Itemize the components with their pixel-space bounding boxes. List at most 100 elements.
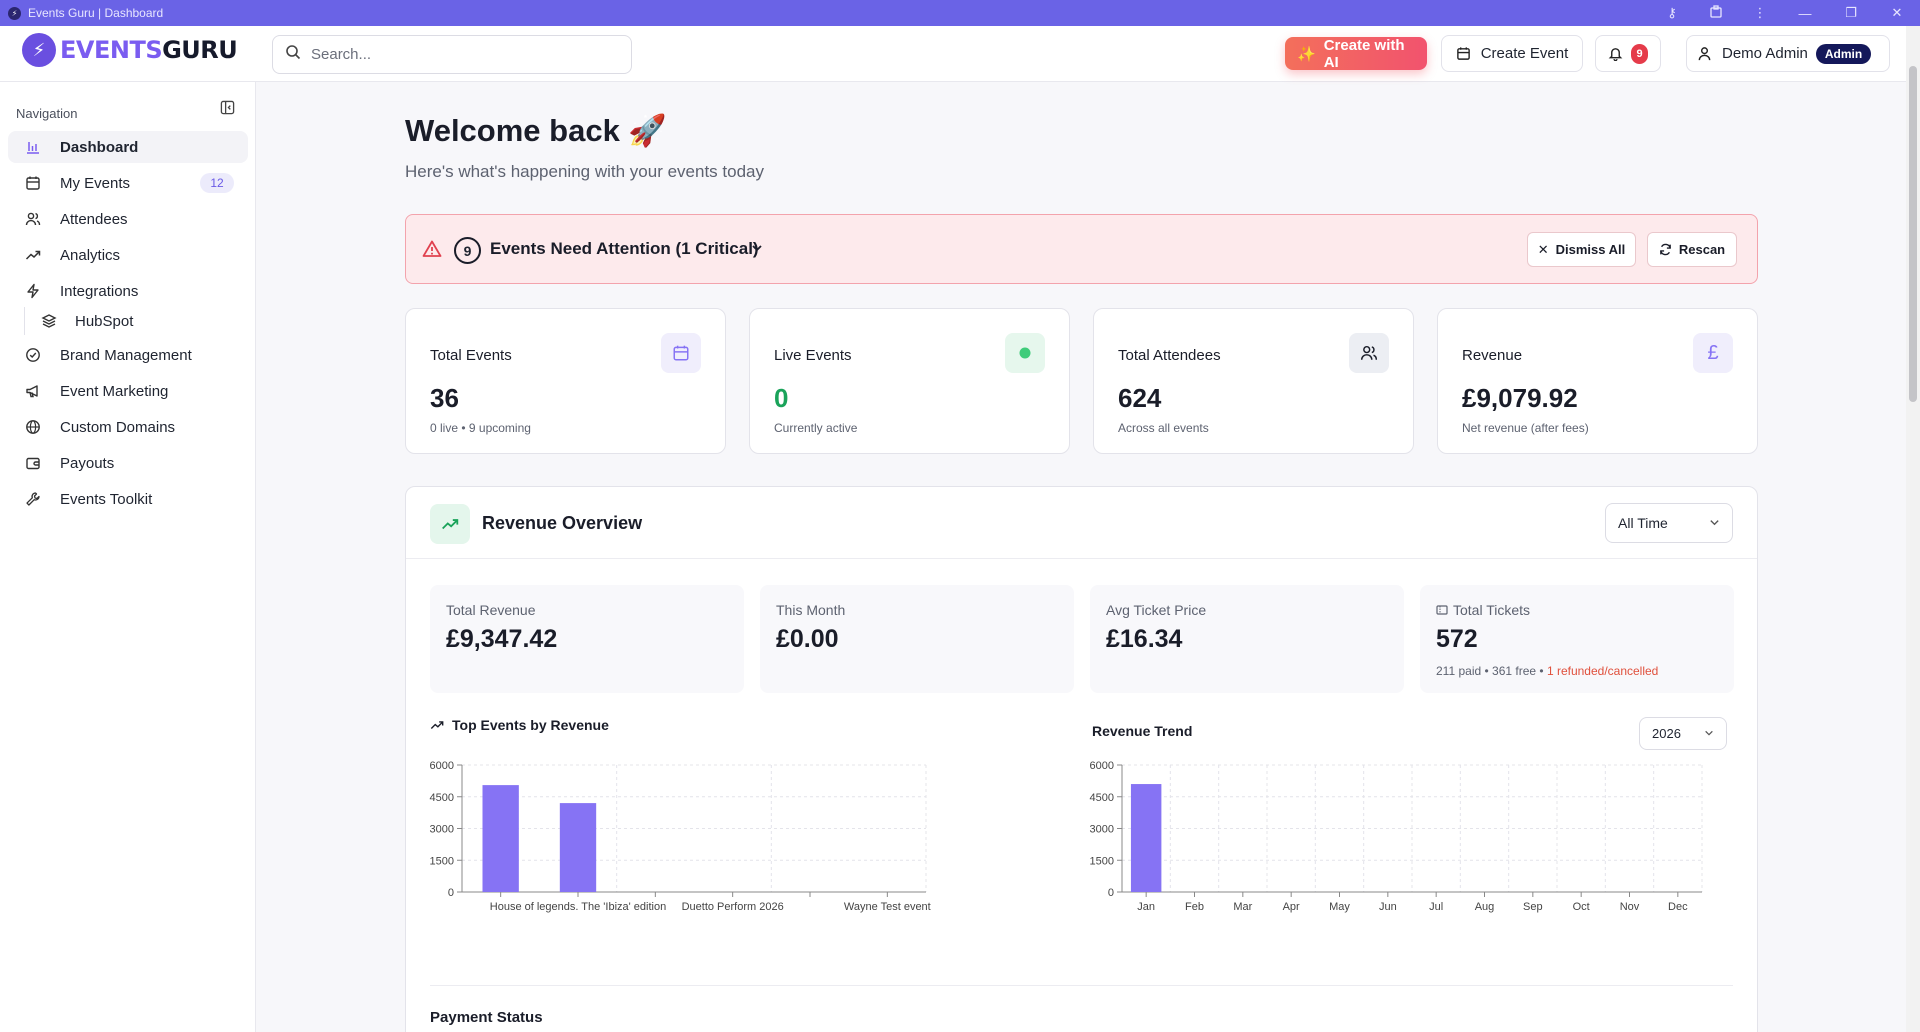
- stat-note: Net revenue (after fees): [1462, 421, 1589, 435]
- x-tick-label: Wayne Test event: [844, 901, 931, 913]
- sidebar-item-integrations[interactable]: Integrations: [8, 275, 248, 307]
- period-select-value: All Time: [1618, 515, 1668, 531]
- x-tick-label: Jul: [1429, 901, 1443, 913]
- year-select[interactable]: 2026: [1639, 717, 1727, 750]
- user-menu-button[interactable]: Demo Admin Admin: [1686, 35, 1890, 72]
- sidebar: Navigation Dashboard My Events 12 Attend…: [0, 82, 256, 1032]
- stat-note: 0 live • 9 upcoming: [430, 421, 531, 435]
- notifications-button[interactable]: 9: [1595, 35, 1661, 72]
- calendar-icon: [661, 333, 701, 373]
- notification-count-badge: 9: [1631, 43, 1648, 64]
- bar: [482, 785, 519, 892]
- sidebar-collapse-icon[interactable]: [220, 100, 235, 120]
- attention-title[interactable]: Events Need Attention (1 Critical): [490, 239, 759, 258]
- metric-value: 572: [1436, 625, 1478, 653]
- stat-label: Revenue: [1462, 347, 1523, 364]
- y-tick-label: 3000: [1090, 824, 1114, 836]
- badge-check-icon: [24, 347, 42, 363]
- pound-icon: £: [1693, 333, 1733, 373]
- trend-icon: [430, 718, 444, 732]
- refresh-icon: [1659, 243, 1672, 256]
- key-icon[interactable]: ⚷: [1667, 5, 1677, 20]
- trend-icon: [24, 247, 42, 263]
- y-tick-label: 4500: [430, 792, 454, 804]
- top-events-chart-title: Top Events by Revenue: [430, 717, 609, 733]
- metric-avg-ticket-price: Avg Ticket Price £16.34: [1090, 585, 1404, 693]
- bell-icon: [1608, 46, 1623, 61]
- stat-value: 0: [774, 383, 789, 413]
- live-dot-icon: [1005, 333, 1045, 373]
- metric-value: £0.00: [776, 625, 839, 653]
- y-tick-label: 0: [1108, 887, 1114, 899]
- dismiss-all-label: Dismiss All: [1555, 242, 1626, 257]
- sidebar-item-label: Event Marketing: [60, 382, 169, 400]
- sidebar-item-my-events[interactable]: My Events 12: [8, 167, 248, 199]
- restore-icon[interactable]: ❐: [1845, 5, 1857, 20]
- metric-this-month: This Month £0.00: [760, 585, 1074, 693]
- stat-value: 624: [1118, 383, 1162, 413]
- stat-card-revenue[interactable]: Revenue £9,079.92 Net revenue (after fee…: [1437, 308, 1758, 454]
- stat-card-total-events[interactable]: Total Events 36 0 live • 9 upcoming: [405, 308, 726, 454]
- logo-mark-icon: ⚡: [22, 33, 56, 67]
- sidebar-item-analytics[interactable]: Analytics: [8, 239, 248, 271]
- x-tick-label: Jun: [1379, 901, 1397, 913]
- x-tick-label: Mar: [1233, 901, 1252, 913]
- minimize-icon[interactable]: —: [1798, 5, 1812, 21]
- sparkle-icon: ✨: [1297, 45, 1316, 63]
- sidebar-item-event-marketing[interactable]: Event Marketing: [8, 375, 248, 407]
- x-tick-label: Feb: [1185, 901, 1204, 913]
- metric-label: Avg Ticket Price: [1106, 602, 1207, 618]
- sidebar-item-payouts[interactable]: Payouts: [8, 447, 248, 479]
- sidebar-item-label: Custom Domains: [60, 418, 176, 436]
- page-scrollbar[interactable]: [1906, 26, 1920, 1032]
- chevron-down-icon[interactable]: [751, 241, 763, 259]
- bar: [1130, 784, 1162, 892]
- stat-note: Across all events: [1118, 421, 1209, 435]
- stat-card-total-attendees[interactable]: Total Attendees 624 Across all events: [1093, 308, 1414, 454]
- section-divider: [430, 985, 1733, 986]
- dismiss-all-button[interactable]: ✕ Dismiss All: [1527, 232, 1636, 267]
- sidebar-item-brand-management[interactable]: Brand Management: [8, 339, 248, 371]
- search-box[interactable]: [272, 35, 632, 74]
- top-events-chart: 0 1500 3000 4500 6000 House of legends. The '…: [430, 760, 931, 913]
- y-tick-label: 3000: [430, 824, 454, 836]
- more-menu-icon[interactable]: ⋮: [1753, 5, 1767, 20]
- create-with-ai-button[interactable]: ✨ Create with AI: [1285, 36, 1427, 71]
- x-tick-label: Jan: [1137, 901, 1155, 913]
- search-input[interactable]: [311, 46, 611, 63]
- stat-card-live-events[interactable]: Live Events 0 Currently active: [749, 308, 1070, 454]
- sidebar-item-hubspot[interactable]: HubSpot: [24, 307, 248, 335]
- year-select-value: 2026: [1652, 726, 1681, 741]
- y-tick-label: 1500: [1090, 855, 1114, 867]
- sidebar-item-attendees[interactable]: Attendees: [8, 203, 248, 235]
- sidebar-item-label: HubSpot: [75, 312, 134, 330]
- create-with-ai-label: Create with AI: [1323, 36, 1405, 71]
- users-icon: [1349, 333, 1389, 373]
- stat-label: Live Events: [774, 347, 852, 364]
- brand-logo[interactable]: ⚡ EVENTS GURU: [22, 33, 238, 67]
- sidebar-item-events-toolkit[interactable]: Events Toolkit: [8, 483, 248, 515]
- sidebar-item-custom-domains[interactable]: Custom Domains: [8, 411, 248, 443]
- metric-note: 211 paid • 361 free • 1 refunded/cancell…: [1436, 664, 1658, 678]
- extensions-icon[interactable]: [1694, 4, 1738, 22]
- metric-value: £9,347.42: [446, 625, 558, 653]
- close-icon[interactable]: ✕: [1891, 5, 1903, 20]
- window-title: Events Guru | Dashboard: [28, 6, 164, 20]
- sidebar-item-label: Events Toolkit: [60, 490, 153, 508]
- calendar-icon: [1456, 46, 1471, 61]
- megaphone-icon: [24, 383, 42, 399]
- period-select[interactable]: All Time: [1605, 503, 1733, 543]
- rescan-button[interactable]: Rescan: [1647, 232, 1737, 267]
- app-icon: ⚡: [8, 6, 21, 20]
- ticket-icon: [1436, 605, 1448, 615]
- stat-value: £9,079.92: [1462, 383, 1578, 413]
- scrollbar-thumb[interactable]: [1909, 66, 1917, 402]
- x-tick-label: Aug: [1475, 901, 1495, 913]
- sidebar-item-label: Dashboard: [60, 138, 139, 156]
- sidebar-item-dashboard[interactable]: Dashboard: [8, 131, 248, 163]
- nav-section-title: Navigation: [16, 106, 78, 121]
- create-event-button[interactable]: Create Event: [1441, 35, 1583, 72]
- attention-alert[interactable]: 9 Events Need Attention (1 Critical) ✕ D…: [405, 214, 1758, 284]
- calendar-icon: [24, 175, 42, 191]
- x-tick-label: Nov: [1620, 901, 1640, 913]
